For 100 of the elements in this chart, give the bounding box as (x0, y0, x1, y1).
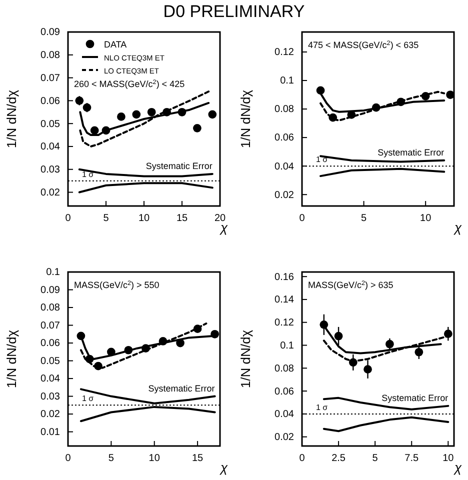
line-series (79, 90, 210, 148)
x-tick-label: 10 (442, 453, 454, 464)
y-tick-label: 0.02 (40, 187, 60, 198)
y-tick-label: 0.1 (280, 76, 294, 87)
y-axis-title: 1/N dN/dχ (238, 330, 253, 388)
point (193, 124, 202, 132)
x-tick-label: 15 (192, 453, 204, 464)
point (320, 320, 328, 329)
y-tick-label: 0.07 (40, 72, 60, 84)
annotation: 1 σ (316, 402, 328, 412)
line-series (322, 416, 450, 432)
point (372, 103, 380, 112)
series-label: Systematic Error (382, 392, 448, 403)
y-tick-label: 0.16 (274, 272, 294, 283)
y-tick-label: 0.07 (40, 320, 60, 332)
line-series (322, 396, 450, 410)
y-tick-label: 0.05 (40, 356, 60, 367)
x-tick-label: 15 (176, 213, 188, 224)
point (82, 103, 92, 112)
y-axis-title: 1/N dN/dχ (4, 330, 19, 388)
point (85, 354, 94, 364)
point (117, 112, 126, 121)
y-tick-label: 0.04 (274, 161, 294, 172)
y-tick-label: 0.06 (274, 386, 294, 398)
y-tick-label: 0.02 (40, 409, 60, 420)
point (162, 108, 171, 116)
x-tick-label: 5 (108, 453, 114, 464)
point (386, 340, 394, 348)
point (147, 108, 156, 116)
point (176, 338, 184, 348)
x-tick-label: 10 (148, 453, 160, 464)
annotation: 1 σ (82, 394, 94, 404)
x-tick-label: 0 (299, 213, 306, 224)
point (102, 126, 110, 135)
point (396, 98, 406, 106)
y-tick-label: 0.02 (274, 190, 294, 201)
point (414, 348, 424, 356)
annotation: MASS(GeV/c$^{2}$) > 550 (74, 280, 160, 290)
x-axis-title: χ (219, 460, 228, 475)
legend-label: DATA (104, 40, 127, 50)
point (107, 348, 116, 356)
point (178, 108, 186, 116)
y-tick-label: 0.12 (274, 47, 294, 58)
y-tick-label: 0.02 (274, 432, 294, 444)
series-label: Systematic Error (148, 383, 215, 394)
point (158, 337, 168, 346)
point (364, 365, 372, 374)
point (210, 330, 219, 338)
point (328, 113, 338, 122)
x-tick-label: 2.5 (332, 453, 346, 464)
x-tick-label: 5 (361, 213, 368, 224)
point (444, 330, 452, 338)
x-tick-label: 10 (420, 213, 432, 224)
y-tick-label: 0.04 (274, 409, 294, 420)
y-tick-label: 0.04 (40, 142, 60, 153)
point (142, 344, 150, 353)
y-tick-label: 0.01 (40, 426, 60, 438)
y-tick-label: 0.14 (274, 294, 294, 306)
point (348, 358, 358, 367)
point (421, 92, 430, 100)
x-tick-label: 0 (299, 453, 306, 464)
y-tick-label: 0.08 (274, 363, 294, 374)
y-tick-label: 0.06 (40, 96, 60, 107)
point (316, 86, 325, 95)
y-tick-label: 0.08 (40, 50, 60, 62)
y-tick-label: 0.09 (40, 284, 60, 296)
y-tick-label: 0.05 (40, 118, 60, 130)
y-tick-label: 0.06 (40, 338, 60, 350)
x-tick-label: 5 (103, 213, 110, 224)
series-label: Systematic Error (146, 160, 212, 171)
x-tick-label: 0 (65, 213, 72, 224)
y-axis-title: 1/N dN/dχ (238, 90, 253, 148)
y-tick-label: 0.04 (40, 374, 60, 385)
x-axis-title: χ (453, 460, 462, 475)
series-label: Systematic Error (378, 147, 444, 158)
x-tick-label: 0 (65, 453, 72, 464)
point (76, 332, 86, 340)
point (334, 332, 343, 340)
y-tick-label: 0.1 (46, 267, 60, 278)
annotation: 260 < MASS(GeV/c$^{2}$) < 425 (74, 78, 185, 89)
annotation: 1 σ (316, 155, 328, 164)
x-tick-label: 7.5 (404, 453, 419, 464)
point (446, 90, 454, 99)
x-tick-label: 10 (138, 213, 150, 224)
y-tick-label: 0.03 (40, 391, 60, 402)
y-tick-label: 0.06 (274, 132, 294, 144)
chart-title: D0 PRELIMINARY (162, 2, 306, 22)
x-tick-label: 5 (372, 453, 378, 464)
x-axis-title: χ (453, 220, 462, 235)
y-tick-label: 0.03 (40, 164, 60, 176)
y-tick-label: 0.08 (274, 104, 294, 116)
point (132, 110, 141, 119)
annotation: MASS(GeV/c$^{2}$) > 635 (308, 280, 394, 290)
point (90, 126, 99, 135)
y-tick-label: 0.12 (274, 318, 294, 329)
y-tick-label: 0.09 (40, 27, 60, 38)
line-series (80, 322, 208, 369)
point (124, 346, 133, 354)
annotation: 1 σ (82, 170, 94, 179)
y-tick-label: 0.1 (280, 340, 294, 352)
